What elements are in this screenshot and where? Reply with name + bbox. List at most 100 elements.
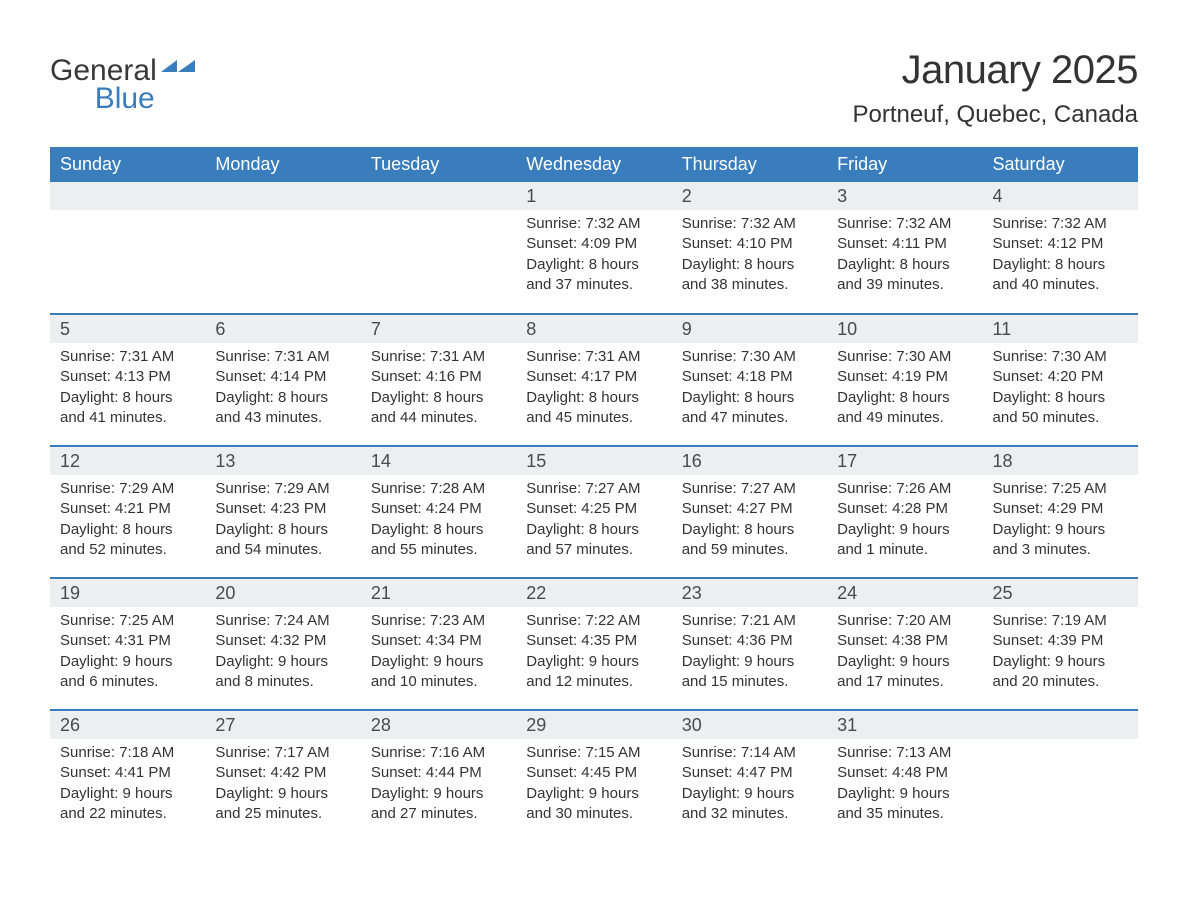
day-number: 27 (205, 711, 360, 739)
sunset-text: Sunset: 4:21 PM (60, 499, 195, 519)
daylight-text-1: Daylight: 8 hours (526, 255, 661, 275)
day-cell: 17Sunrise: 7:26 AMSunset: 4:28 PMDayligh… (827, 446, 982, 578)
daylight-text-2: and 44 minutes. (371, 408, 506, 428)
daylight-text-1: Daylight: 8 hours (60, 520, 195, 540)
sunrise-text: Sunrise: 7:30 AM (682, 347, 817, 367)
daylight-text-2: and 41 minutes. (60, 408, 195, 428)
sunrise-text: Sunrise: 7:25 AM (60, 611, 195, 631)
day-number (361, 182, 516, 210)
day-header: Wednesday (516, 147, 671, 182)
daylight-text-1: Daylight: 8 hours (215, 520, 350, 540)
day-number: 2 (672, 182, 827, 210)
daylight-text-1: Daylight: 8 hours (60, 388, 195, 408)
day-number: 22 (516, 579, 671, 607)
day-cell: 20Sunrise: 7:24 AMSunset: 4:32 PMDayligh… (205, 578, 360, 710)
daylight-text-2: and 52 minutes. (60, 540, 195, 560)
sunset-text: Sunset: 4:24 PM (371, 499, 506, 519)
sunset-text: Sunset: 4:41 PM (60, 763, 195, 783)
day-cell: 21Sunrise: 7:23 AMSunset: 4:34 PMDayligh… (361, 578, 516, 710)
daylight-text-1: Daylight: 8 hours (682, 388, 817, 408)
daylight-text-1: Daylight: 8 hours (837, 255, 972, 275)
daylight-text-1: Daylight: 8 hours (526, 388, 661, 408)
daylight-text-1: Daylight: 8 hours (371, 520, 506, 540)
sunset-text: Sunset: 4:18 PM (682, 367, 817, 387)
sunset-text: Sunset: 4:25 PM (526, 499, 661, 519)
day-body: Sunrise: 7:32 AMSunset: 4:12 PMDaylight:… (983, 210, 1138, 295)
daylight-text-2: and 3 minutes. (993, 540, 1128, 560)
daylight-text-1: Daylight: 9 hours (215, 652, 350, 672)
day-body: Sunrise: 7:14 AMSunset: 4:47 PMDaylight:… (672, 739, 827, 824)
day-number: 8 (516, 315, 671, 343)
sunset-text: Sunset: 4:23 PM (215, 499, 350, 519)
day-body: Sunrise: 7:32 AMSunset: 4:11 PMDaylight:… (827, 210, 982, 295)
daylight-text-2: and 30 minutes. (526, 804, 661, 824)
sunrise-text: Sunrise: 7:14 AM (682, 743, 817, 763)
daylight-text-1: Daylight: 9 hours (60, 784, 195, 804)
day-body: Sunrise: 7:29 AMSunset: 4:23 PMDaylight:… (205, 475, 360, 560)
logo-line2: Blue (50, 84, 157, 114)
day-cell: 19Sunrise: 7:25 AMSunset: 4:31 PMDayligh… (50, 578, 205, 710)
calendar-table: Sunday Monday Tuesday Wednesday Thursday… (50, 147, 1138, 842)
day-body: Sunrise: 7:24 AMSunset: 4:32 PMDaylight:… (205, 607, 360, 692)
sunset-text: Sunset: 4:09 PM (526, 234, 661, 254)
sunrise-text: Sunrise: 7:27 AM (526, 479, 661, 499)
sunrise-text: Sunrise: 7:29 AM (215, 479, 350, 499)
day-header: Friday (827, 147, 982, 182)
week-row: 26Sunrise: 7:18 AMSunset: 4:41 PMDayligh… (50, 710, 1138, 842)
sunrise-text: Sunrise: 7:16 AM (371, 743, 506, 763)
day-number: 29 (516, 711, 671, 739)
sunrise-text: Sunrise: 7:31 AM (60, 347, 195, 367)
daylight-text-2: and 49 minutes. (837, 408, 972, 428)
sunrise-text: Sunrise: 7:31 AM (215, 347, 350, 367)
daylight-text-1: Daylight: 9 hours (837, 652, 972, 672)
day-cell: 18Sunrise: 7:25 AMSunset: 4:29 PMDayligh… (983, 446, 1138, 578)
header: General Blue January 2025 Portneuf, Queb… (50, 48, 1138, 129)
day-number: 1 (516, 182, 671, 210)
week-row: 1Sunrise: 7:32 AMSunset: 4:09 PMDaylight… (50, 182, 1138, 314)
day-header: Saturday (983, 147, 1138, 182)
flag-icon (161, 60, 195, 89)
day-cell: 14Sunrise: 7:28 AMSunset: 4:24 PMDayligh… (361, 446, 516, 578)
day-body: Sunrise: 7:26 AMSunset: 4:28 PMDaylight:… (827, 475, 982, 560)
sunset-text: Sunset: 4:34 PM (371, 631, 506, 651)
sunrise-text: Sunrise: 7:30 AM (993, 347, 1128, 367)
daylight-text-2: and 39 minutes. (837, 275, 972, 295)
day-number: 25 (983, 579, 1138, 607)
day-body: Sunrise: 7:32 AMSunset: 4:10 PMDaylight:… (672, 210, 827, 295)
daylight-text-1: Daylight: 8 hours (993, 388, 1128, 408)
daylight-text-1: Daylight: 9 hours (215, 784, 350, 804)
daylight-text-2: and 45 minutes. (526, 408, 661, 428)
calendar-body: 1Sunrise: 7:32 AMSunset: 4:09 PMDaylight… (50, 182, 1138, 842)
day-body: Sunrise: 7:15 AMSunset: 4:45 PMDaylight:… (516, 739, 671, 824)
day-number: 28 (361, 711, 516, 739)
day-cell: 16Sunrise: 7:27 AMSunset: 4:27 PMDayligh… (672, 446, 827, 578)
day-cell: 30Sunrise: 7:14 AMSunset: 4:47 PMDayligh… (672, 710, 827, 842)
daylight-text-1: Daylight: 9 hours (526, 784, 661, 804)
sunrise-text: Sunrise: 7:27 AM (682, 479, 817, 499)
daylight-text-2: and 10 minutes. (371, 672, 506, 692)
daylight-text-1: Daylight: 8 hours (215, 388, 350, 408)
day-number (205, 182, 360, 210)
daylight-text-2: and 59 minutes. (682, 540, 817, 560)
sunrise-text: Sunrise: 7:31 AM (526, 347, 661, 367)
week-row: 12Sunrise: 7:29 AMSunset: 4:21 PMDayligh… (50, 446, 1138, 578)
sunrise-text: Sunrise: 7:28 AM (371, 479, 506, 499)
sunset-text: Sunset: 4:16 PM (371, 367, 506, 387)
sunset-text: Sunset: 4:42 PM (215, 763, 350, 783)
daylight-text-2: and 54 minutes. (215, 540, 350, 560)
day-number: 13 (205, 447, 360, 475)
day-header: Tuesday (361, 147, 516, 182)
sunrise-text: Sunrise: 7:26 AM (837, 479, 972, 499)
daylight-text-1: Daylight: 9 hours (837, 520, 972, 540)
day-number: 3 (827, 182, 982, 210)
sunset-text: Sunset: 4:39 PM (993, 631, 1128, 651)
day-cell: 3Sunrise: 7:32 AMSunset: 4:11 PMDaylight… (827, 182, 982, 314)
daylight-text-2: and 57 minutes. (526, 540, 661, 560)
daylight-text-1: Daylight: 8 hours (682, 255, 817, 275)
sunset-text: Sunset: 4:44 PM (371, 763, 506, 783)
sunrise-text: Sunrise: 7:21 AM (682, 611, 817, 631)
day-number: 16 (672, 447, 827, 475)
day-body: Sunrise: 7:31 AMSunset: 4:13 PMDaylight:… (50, 343, 205, 428)
day-cell: 5Sunrise: 7:31 AMSunset: 4:13 PMDaylight… (50, 314, 205, 446)
sunset-text: Sunset: 4:32 PM (215, 631, 350, 651)
